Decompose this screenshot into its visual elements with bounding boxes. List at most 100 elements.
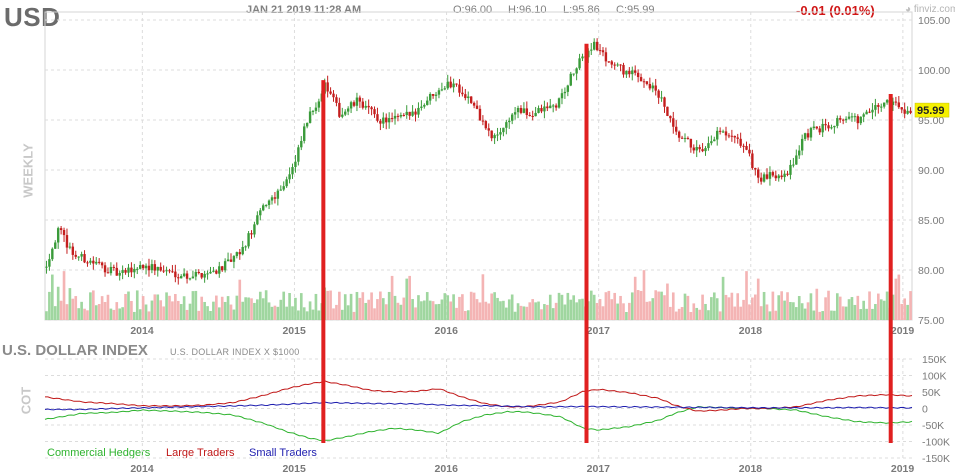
volume-bar [127, 291, 130, 320]
volume-bar [185, 309, 189, 320]
volume-bar [513, 311, 517, 320]
candle-body [877, 105, 880, 107]
volume-bar [475, 299, 479, 320]
candle-body [718, 130, 722, 132]
candle-body [112, 266, 116, 268]
candle-body [537, 108, 540, 113]
candle-body [346, 108, 350, 112]
volume-bar [247, 297, 250, 320]
candle-body [490, 130, 493, 139]
volume-bar [364, 302, 368, 320]
volume-bar [859, 309, 863, 320]
price-tick-label: 80.00 [918, 265, 944, 277]
volume-bar [528, 302, 532, 320]
candle-body [423, 105, 426, 107]
volume-bar [566, 292, 570, 320]
candle-body [244, 246, 247, 248]
candle-body [182, 273, 186, 277]
vertical-markers [321, 43, 893, 443]
volume-bar [384, 304, 388, 320]
volume-bar [434, 304, 438, 320]
candle-body [800, 138, 804, 151]
candle-body [364, 105, 367, 108]
price-x-tick-label: 2016 [435, 325, 459, 337]
candle-body [218, 266, 221, 274]
candle-body [191, 276, 195, 279]
candle-body [745, 146, 748, 150]
candle-body [675, 126, 678, 132]
candle-body [270, 197, 274, 201]
volume-bar [686, 295, 690, 320]
candle-body [774, 175, 777, 179]
candle-body [496, 134, 499, 136]
candle-body [850, 116, 854, 118]
volume-bar [217, 307, 221, 320]
candle-body [601, 50, 605, 53]
volume-bar [563, 304, 567, 320]
candle-body [569, 73, 572, 86]
volume-bar [551, 308, 555, 320]
volume-bar [516, 303, 520, 320]
volume-bar [651, 298, 655, 320]
candle-body [645, 81, 649, 84]
candle-body [900, 107, 903, 110]
candle-body [171, 271, 174, 273]
volume-bar [786, 292, 789, 320]
candle-body [557, 98, 561, 108]
volume-bar [502, 300, 505, 320]
volume-bar [408, 275, 411, 320]
volume-bar [285, 306, 288, 320]
candle-body [692, 147, 695, 151]
volume-bar [150, 300, 154, 320]
candle-body [285, 179, 288, 187]
candle-body [897, 102, 901, 108]
volume-bar [297, 310, 300, 320]
volume-bar [592, 294, 596, 320]
volume-bar [405, 278, 409, 320]
volume-bar [118, 308, 122, 320]
candle-body [683, 137, 687, 139]
volume-bar [909, 291, 912, 320]
volume-bar [264, 290, 268, 320]
candle-body [95, 261, 98, 264]
volume-bar [431, 301, 435, 320]
candle-body [100, 262, 104, 266]
candle-body [622, 64, 625, 75]
volume-bar [510, 294, 514, 320]
candle-body [686, 137, 690, 139]
volume-bar [525, 306, 529, 320]
candle-body [701, 149, 704, 152]
volume-bar [818, 311, 822, 320]
candle-body [592, 41, 596, 50]
cot-tick-label: 100K [922, 371, 947, 383]
cot-tick-label: 150K [922, 354, 947, 366]
candle-body [631, 70, 634, 75]
candle-body [651, 85, 654, 89]
candle-body [478, 108, 482, 121]
volume-bar [692, 303, 696, 320]
volume-bar [346, 305, 350, 320]
candle-body [305, 122, 309, 127]
candle-body [657, 90, 660, 98]
volume-bar [229, 304, 233, 320]
volume-bar [821, 311, 824, 320]
candle-body [795, 155, 798, 165]
volume-bar [86, 310, 89, 320]
candle-body [724, 131, 728, 136]
candle-body [80, 254, 83, 257]
candle-body [508, 120, 511, 123]
volume-bar [598, 299, 602, 320]
candle-body [487, 128, 490, 131]
price-x-axis: 2014 2015 2016 2017 2018 2019 [130, 325, 914, 337]
candle-body [449, 81, 452, 88]
candle-body [469, 96, 473, 103]
candle-body [519, 107, 523, 113]
candle-body [821, 123, 824, 133]
candle-body [554, 105, 558, 108]
volume-bar [109, 308, 113, 320]
candle-body [393, 115, 397, 119]
price-tick-label: 85.00 [918, 215, 944, 227]
candle-body [206, 273, 209, 275]
candle-body [247, 233, 250, 247]
volume-bar [446, 295, 450, 320]
